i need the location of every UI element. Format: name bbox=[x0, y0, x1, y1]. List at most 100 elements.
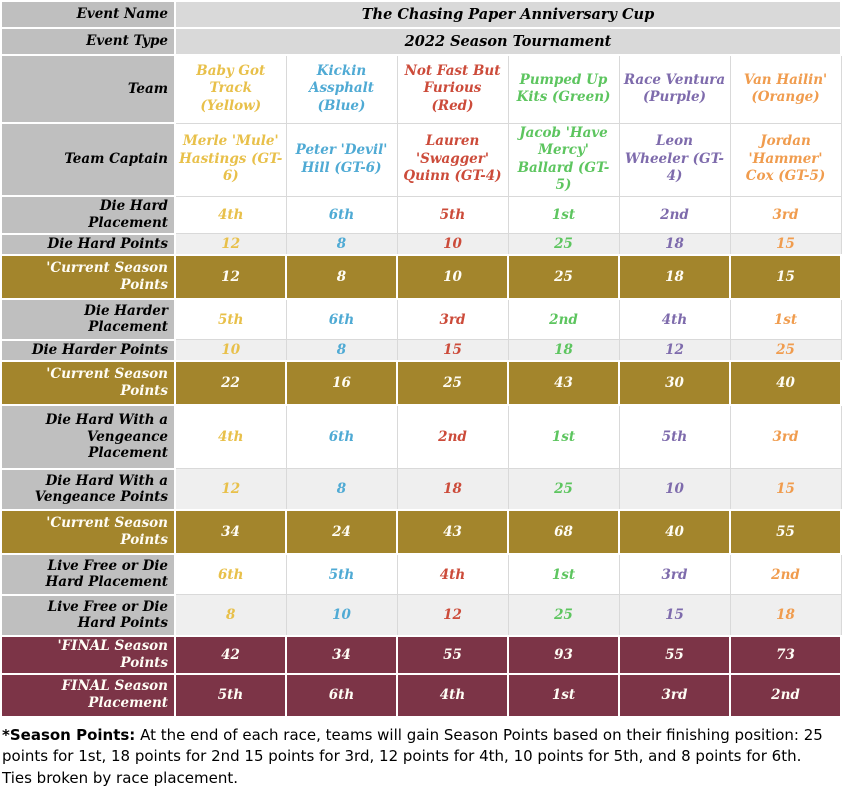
table-cell: 40 bbox=[618, 508, 731, 555]
table-cell: 8 bbox=[285, 253, 398, 300]
team-name: Race Ventura (Purple) bbox=[618, 54, 731, 124]
table-cell: 4th bbox=[174, 404, 287, 470]
event-type-value: 2022 Season Tournament bbox=[173, 27, 842, 56]
tournament-table: Event Name The Chasing Paper Anniversary … bbox=[0, 0, 842, 718]
table-cell: 4th bbox=[396, 553, 509, 596]
table-cell: 4th bbox=[618, 298, 731, 341]
table-cell: 1st bbox=[507, 195, 620, 235]
table-cell: 1st bbox=[507, 404, 620, 470]
table-body: Event Name The Chasing Paper Anniversary … bbox=[0, 0, 842, 718]
team-captain: Peter 'Devil' Hill (GT-6) bbox=[285, 122, 398, 197]
table-cell: 4th bbox=[174, 195, 287, 235]
table-cell: 8 bbox=[174, 594, 287, 637]
team-captain: Leon Wheeler (GT-4) bbox=[618, 122, 731, 197]
table-cell: 2nd bbox=[729, 553, 842, 596]
table-cell: 15 bbox=[618, 594, 731, 637]
table-cell: 5th bbox=[285, 553, 398, 596]
row-label: 'Current Season Points bbox=[0, 508, 176, 555]
table-cell: 1st bbox=[507, 672, 620, 718]
table-cell: 43 bbox=[396, 508, 509, 555]
table-cell: 15 bbox=[729, 233, 842, 256]
row-event-name: Event Name The Chasing Paper Anniversary … bbox=[0, 0, 842, 29]
table-cell: 30 bbox=[618, 359, 731, 406]
row-current-season-points: 'Current Season Points 12 8 10 25 18 15 bbox=[0, 253, 842, 300]
table-cell: 24 bbox=[285, 508, 398, 555]
table-cell: 73 bbox=[728, 634, 842, 675]
table-cell: 10 bbox=[396, 233, 509, 256]
table-cell: 6th bbox=[285, 298, 398, 341]
table-cell: 25 bbox=[507, 594, 620, 637]
row-die-hard-with-a-vengeance-points: Die Hard With a Vengeance Points 12 8 18 25 1… bbox=[0, 467, 842, 511]
team-name: Kickin Assphalt (Blue) bbox=[285, 54, 398, 124]
team-captain: Merle 'Mule' Hastings (GT-6) bbox=[174, 122, 287, 197]
table-cell: 5th bbox=[174, 298, 287, 341]
table-cell: 12 bbox=[174, 468, 287, 511]
table-cell: 68 bbox=[507, 508, 620, 555]
table-cell: 3rd bbox=[729, 404, 842, 470]
table-cell: 10 bbox=[618, 468, 731, 511]
row-label: Die Hard With a Vengeance Points bbox=[0, 467, 176, 511]
table-cell: 34 bbox=[174, 508, 287, 555]
table-cell: 15 bbox=[729, 468, 842, 511]
table-cell: 25 bbox=[507, 233, 620, 256]
table-cell: 3rd bbox=[618, 553, 731, 596]
team-name: Pumped Up Kits (Green) bbox=[507, 54, 620, 124]
table-cell: 8 bbox=[285, 468, 398, 511]
table-cell: 5th bbox=[396, 195, 509, 235]
table-cell: 15 bbox=[396, 339, 509, 362]
table-cell: 6th bbox=[285, 195, 398, 235]
team-name: Van Hailin' (Orange) bbox=[729, 54, 842, 124]
table-cell: 25 bbox=[396, 359, 509, 406]
table-cell: 55 bbox=[396, 634, 509, 675]
row-event-type: Event Type 2022 Season Tournament bbox=[0, 27, 842, 56]
table-cell: 10 bbox=[174, 339, 287, 362]
row-team-captain: Team Captain Merle 'Mule' Hastings (GT-6)… bbox=[0, 121, 842, 198]
row-label: Die Harder Points bbox=[0, 338, 176, 362]
row-label: Live Free or Die Hard Points bbox=[0, 593, 176, 637]
row-label: 'FINAL Season Points bbox=[0, 634, 176, 675]
table-cell: 18 bbox=[396, 468, 509, 511]
event-name-value: The Chasing Paper Anniversary Cup bbox=[173, 0, 842, 29]
table-cell: 12 bbox=[618, 339, 731, 362]
table-cell: 22 bbox=[174, 359, 287, 406]
event-type-label: Event Type bbox=[0, 27, 176, 56]
table-cell: 55 bbox=[728, 508, 842, 555]
row-label: 'Current Season Points bbox=[0, 253, 176, 300]
table-cell: 12 bbox=[174, 233, 287, 256]
table-cell: 42 bbox=[174, 634, 287, 675]
table-cell: 18 bbox=[618, 233, 731, 256]
table-cell: 25 bbox=[507, 253, 620, 300]
team-name: Not Fast But Furious (Red) bbox=[396, 54, 509, 124]
footnote: *Season Points: At the end of each race,… bbox=[0, 718, 842, 789]
row-current-season-points: 'Current Season Points 34 24 43 68 40 55 bbox=[0, 508, 842, 555]
table-cell: 2nd bbox=[507, 298, 620, 341]
table-cell: 12 bbox=[396, 594, 509, 637]
row-label: Die Harder Placement bbox=[0, 297, 176, 341]
table-cell: 40 bbox=[728, 359, 842, 406]
captain-label: Team Captain bbox=[0, 121, 176, 198]
table-cell: 3rd bbox=[396, 298, 509, 341]
table-cell: 8 bbox=[285, 233, 398, 256]
row-current-season-points: 'Current Season Points 22 16 25 43 30 40 bbox=[0, 359, 842, 406]
table-cell: 4th bbox=[396, 672, 509, 718]
row-die-harder-placement: Die Harder Placement 5th 6th 3rd 2nd 4th 1st bbox=[0, 297, 842, 341]
team-captain: Lauren 'Swagger' Quinn (GT-4) bbox=[396, 122, 509, 197]
table-cell: 2nd bbox=[618, 195, 731, 235]
row-label: Die Hard Placement bbox=[0, 195, 176, 235]
table-cell: 25 bbox=[507, 468, 620, 511]
row-die-harder-points: Die Harder Points 10 8 15 18 12 25 bbox=[0, 338, 842, 362]
row-label: Live Free or Die Hard Placement bbox=[0, 552, 176, 596]
team-captain: Jordan 'Hammer' Cox (GT-5) bbox=[729, 122, 842, 197]
row-label: Die Hard Points bbox=[0, 232, 176, 256]
team-captain: Jacob 'Have Mercy' Ballard (GT-5) bbox=[507, 122, 620, 197]
table-cell: 1st bbox=[507, 553, 620, 596]
row-live-free-or-die-hard-placement: Live Free or Die Hard Placement 6th 5th 4th… bbox=[0, 552, 842, 596]
footnote-label: *Season Points: bbox=[2, 725, 136, 744]
table-cell: 3rd bbox=[729, 195, 842, 235]
table-cell: 2nd bbox=[728, 672, 842, 718]
table-cell: 43 bbox=[507, 359, 620, 406]
team-label: Team bbox=[0, 54, 176, 124]
table-cell: 6th bbox=[174, 553, 287, 596]
table-cell: 55 bbox=[618, 634, 731, 675]
table-cell: 10 bbox=[396, 253, 509, 300]
